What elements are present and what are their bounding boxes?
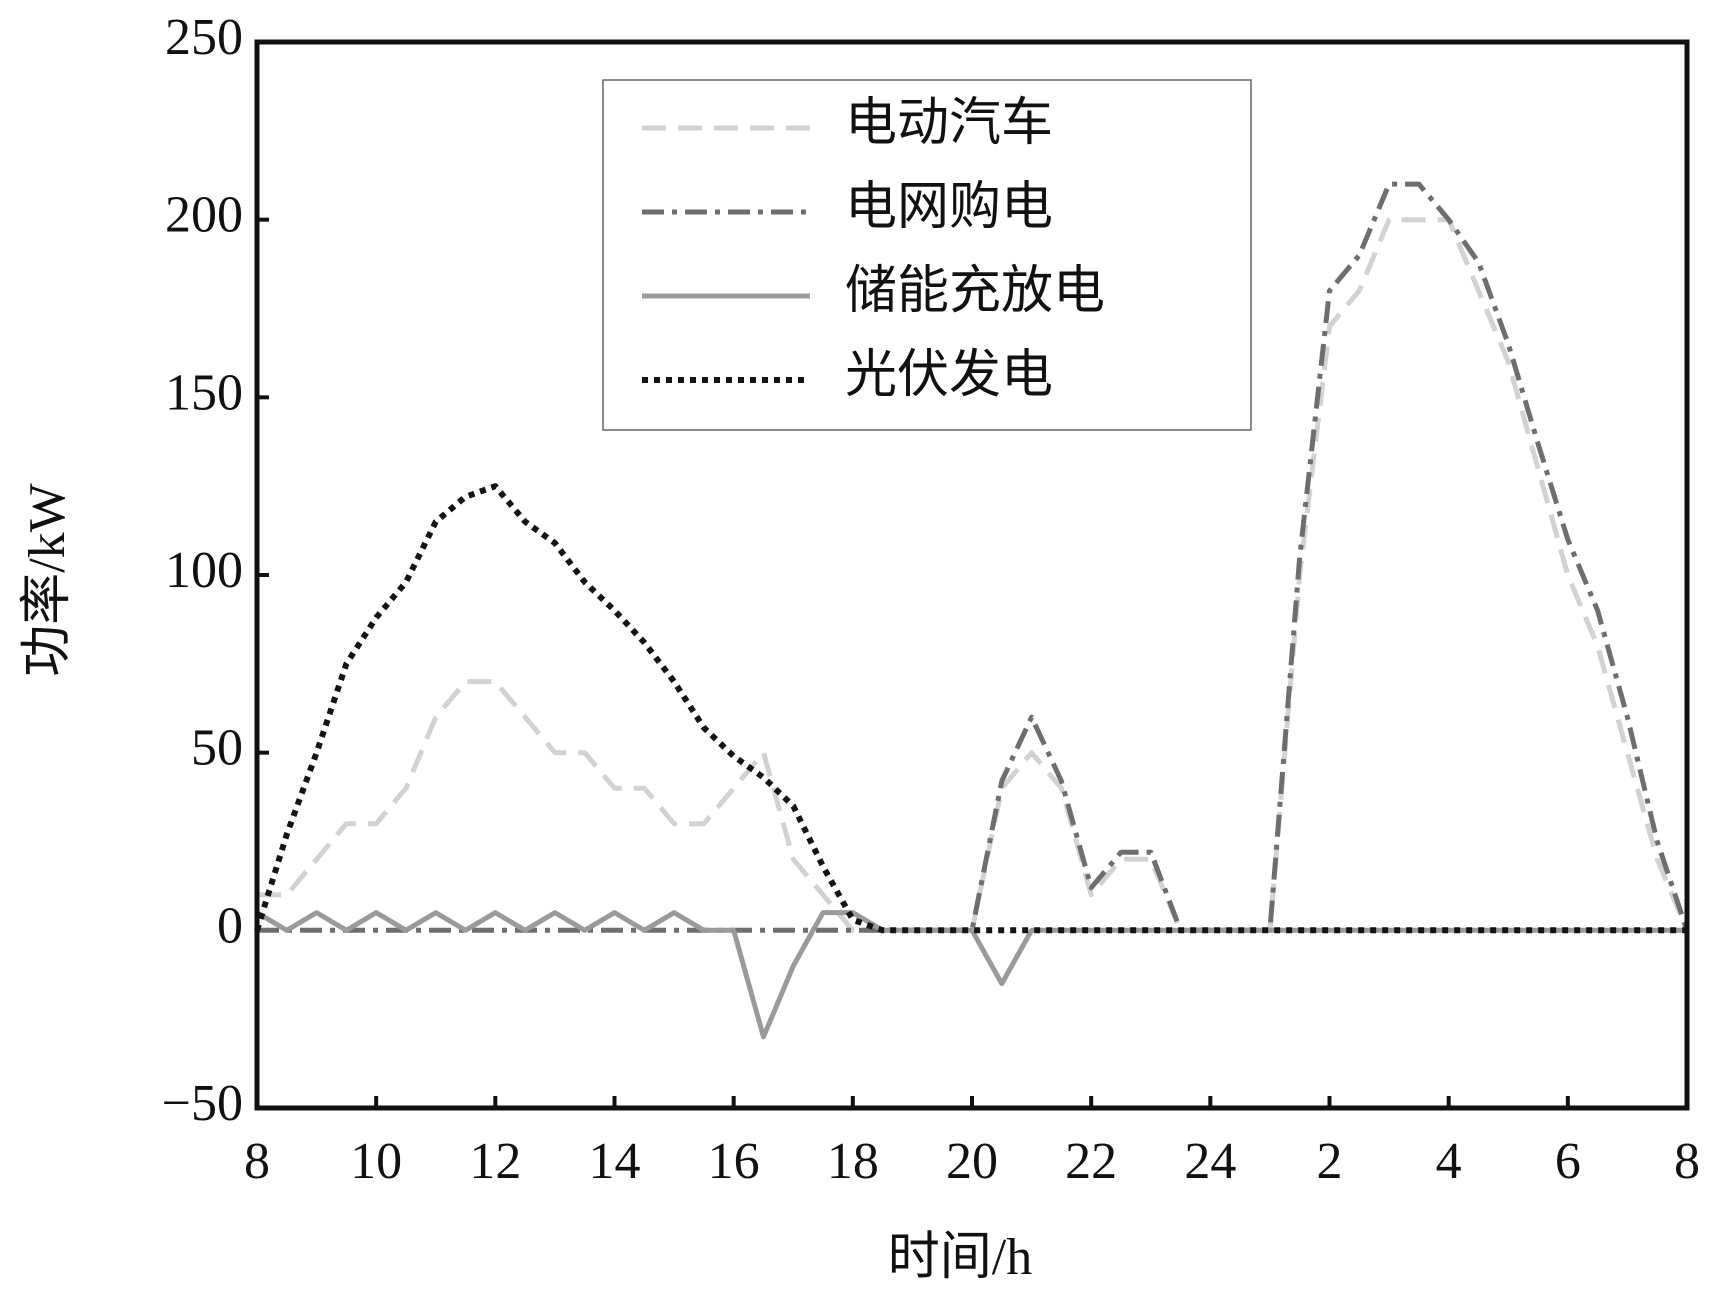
x-tick-label: 4 (1436, 1133, 1462, 1190)
x-tick-label: 10 (350, 1133, 402, 1190)
y-tick-label: 0 (217, 897, 243, 954)
x-tick-label: 20 (946, 1133, 998, 1190)
y-tick-label: 100 (165, 542, 243, 599)
y-tick-label: 200 (165, 187, 243, 244)
legend-label: 电网购电 (845, 179, 1053, 236)
y-axis-label: 功率/kW (19, 483, 76, 677)
x-axis-label: 时间/h (888, 1229, 1032, 1286)
y-tick-label: 150 (165, 364, 243, 421)
series-line (257, 181, 1690, 933)
x-tick-label: 16 (708, 1133, 760, 1190)
y-tick-label: −50 (162, 1075, 243, 1132)
y-tick-label: 250 (165, 9, 243, 66)
legend-box (602, 79, 1252, 431)
x-tick-label: 24 (1184, 1133, 1236, 1190)
x-tick-label: 18 (827, 1133, 879, 1190)
x-tick-label: 8 (244, 1133, 270, 1190)
series-line (254, 483, 1687, 934)
x-tick-label: 14 (589, 1133, 641, 1190)
x-tick-label: 8 (1674, 1133, 1700, 1190)
x-tick-label: 12 (469, 1133, 521, 1190)
legend-label: 储能充放电 (845, 263, 1105, 320)
x-tick-label: 2 (1317, 1133, 1343, 1190)
legend-label: 光伏发电 (845, 347, 1053, 404)
plot-frame (254, 39, 1690, 1111)
series-line (255, 910, 1687, 1040)
y-tick-label: 50 (191, 720, 243, 777)
x-tick-label: 22 (1065, 1133, 1117, 1190)
legend-label: 电动汽车 (845, 95, 1053, 152)
x-tick-label: 6 (1555, 1133, 1581, 1190)
